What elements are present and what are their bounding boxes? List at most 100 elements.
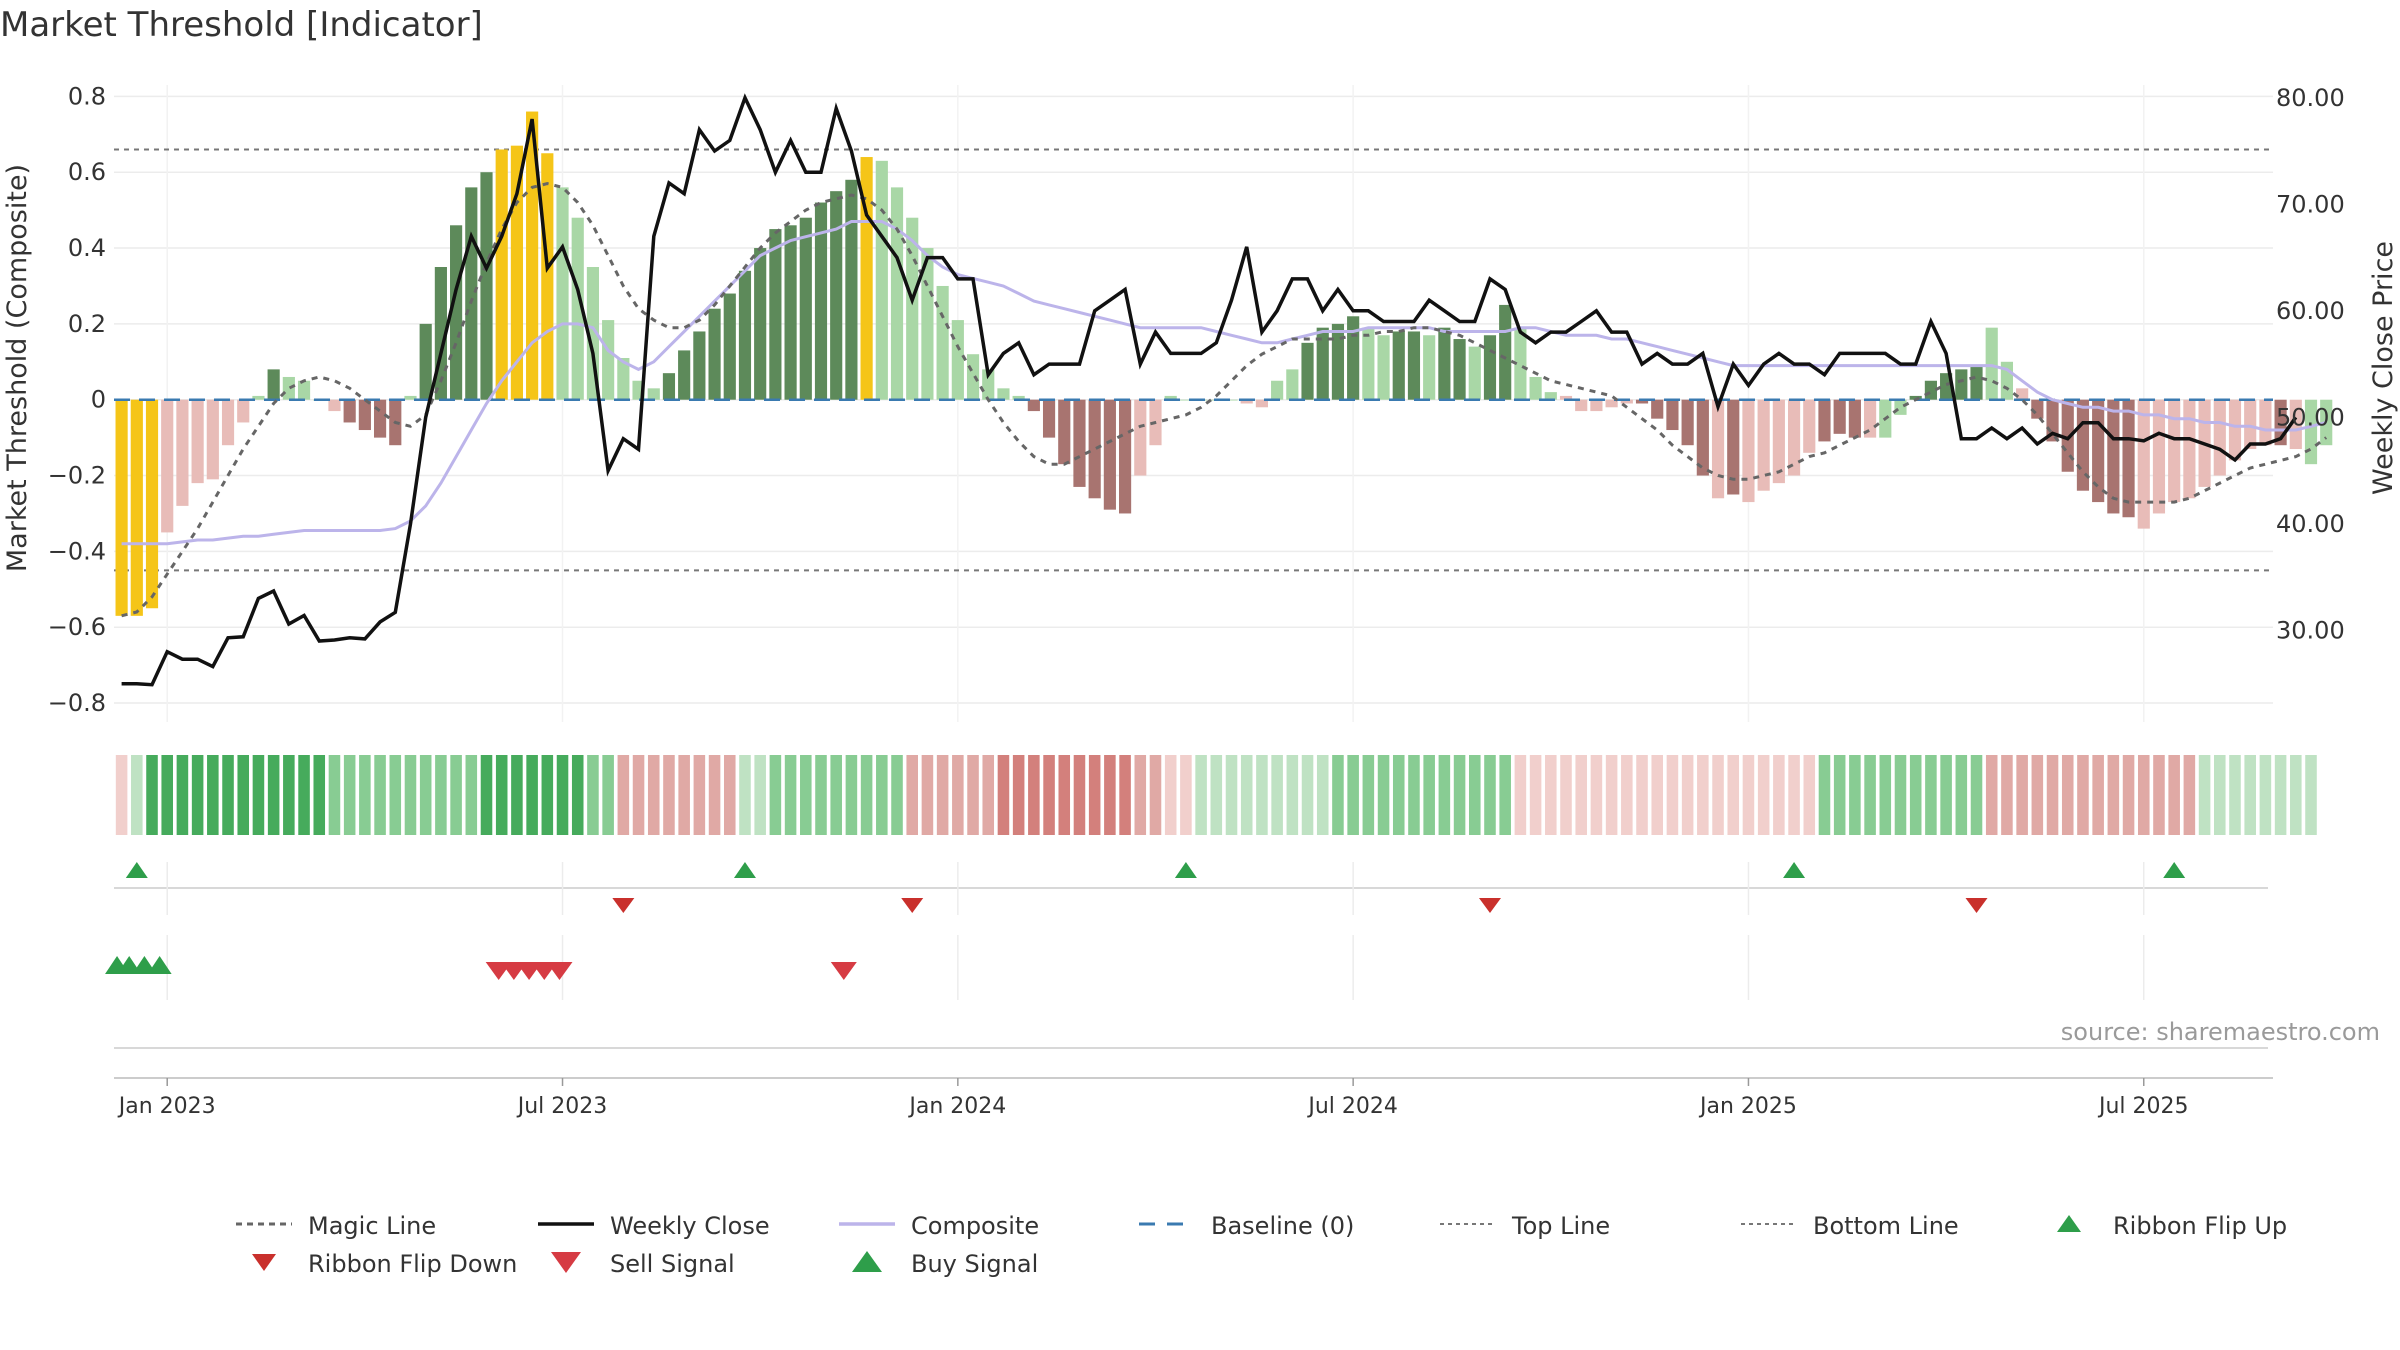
ribbon-cell [1514,755,1527,835]
ribbon-cell [1666,755,1679,835]
ribbon-cell [313,755,326,835]
legend-item: Bottom Line [1741,1212,1959,1240]
composite-bar [176,399,189,506]
composite-bar [845,179,858,400]
composite-bar [647,388,660,400]
buy-signal-marker [132,956,157,974]
chart-title: Market Threshold [Indicator] [0,5,483,45]
composite-bar [769,229,782,400]
x-tick-label: Jan 2025 [1698,1094,1797,1119]
composite-bar [875,160,888,400]
left-y-axis-label: Market Threshold (Composite) [2,164,33,572]
y-tick-label: 0.6 [68,158,106,186]
composite-bars [115,111,2333,616]
x-axis: Jan 2023 Jul 2023 Jan 2024 Jul 2024 Jan 2025… [114,1077,2273,1119]
ribbon-cell [495,755,508,835]
ribbon-strip [115,755,2317,835]
composite-bar [1803,399,1816,453]
right-y-axis-label: Weekly Close Price [2368,241,2399,495]
ribbon-cell [541,755,554,835]
ribbon-cell [2153,755,2165,835]
composite-bar [1529,376,1542,400]
composite-bar [1514,327,1527,400]
ribbon-cell [1970,755,1983,835]
ribbon-cell [2077,755,2089,835]
x-tick-label: Jan 2023 [117,1094,216,1119]
ribbon-cell [1681,755,1694,835]
ribbon-cell [1773,755,1785,835]
composite-bar [2137,399,2150,529]
ribbon-cell [982,755,995,835]
ribbon-cell [252,755,265,835]
composite-bar [1377,335,1390,400]
ribbon-cell [1803,755,1816,835]
composite-bar [693,331,706,400]
legend-item: Baseline (0) [1139,1212,1354,1240]
composite-bar [2152,399,2166,514]
ribbon-cell [1621,755,1633,835]
composite-bar [1134,399,1147,476]
legend-item: Magic Line [236,1212,436,1240]
composite-bar [1924,380,1937,400]
ribbon-cell [1833,755,1846,835]
ribbon-cell [647,755,660,835]
composite-bar [1103,399,1116,510]
composite-bar [526,111,539,400]
composite-bar [1681,399,1694,446]
ribbon-cell [876,755,888,835]
ribbon-cell [267,755,280,835]
ribbon-cell [571,755,584,835]
left-y-axis-ticks: 0.8 0.6 0.4 0.2 0 −0.2 −0.4 −0.6 −0.8 [48,82,106,717]
legend-label: Buy Signal [911,1250,1038,1278]
legend-label: Baseline (0) [1211,1212,1354,1240]
legend-item: Composite [839,1212,1039,1240]
legend-label: Bottom Line [1813,1212,1959,1240]
ribbon-cell [2168,755,2180,835]
composite-bar [1711,399,1725,499]
y-tick-label: −0.2 [48,462,106,490]
ribbon-cell [1575,755,1587,835]
composite-bar [343,399,356,423]
ribbon-cell [2183,755,2196,835]
composite-bar [1407,331,1421,400]
ribbon-cell [1210,755,1223,835]
ribbon-cell [343,755,356,835]
ribbon-cell [1757,755,1770,835]
legend-item: Buy Signal [852,1250,1038,1278]
ribbon-cell [115,755,128,835]
ribbon-cell [921,755,934,835]
ribbon-cell [146,755,158,835]
composite-bar [2289,399,2302,449]
composite-bar [1453,339,1466,400]
composite-bar [1423,335,1436,400]
ribbon-cell [435,755,447,835]
legend-label: Ribbon Flip Down [308,1250,517,1278]
ribbon-cell [131,755,143,835]
legend-item: Top Line [1440,1212,1610,1240]
ribbon-cell [1271,755,1283,835]
composite-bar [510,145,523,400]
legend-swatch [252,1254,276,1271]
composite-bar [419,323,432,400]
composite-bar [1225,399,1238,401]
ribbon-cell [800,755,812,835]
composite-bar [1985,327,1998,400]
composite-bar [1651,399,1664,419]
y2-tick-label: 50.00 [2276,403,2345,431]
composite-bar [1757,399,1770,491]
ribbon-cell [1955,755,1968,835]
composite-bar [617,358,630,400]
ribbon-cell [1484,755,1496,835]
ribbon-cell [328,755,341,835]
ribbon-cell [419,755,432,835]
composite-bar [1164,395,1177,400]
legend-swatch [852,1251,882,1272]
composite-bar [1058,399,1071,465]
ribbon-cell [465,755,478,835]
ribbon-cell [2107,755,2120,835]
composite-bar [1347,316,1360,400]
ribbon-cell [678,755,690,835]
ribbon-cell [1940,755,1952,835]
y-tick-label: −0.4 [48,537,106,565]
